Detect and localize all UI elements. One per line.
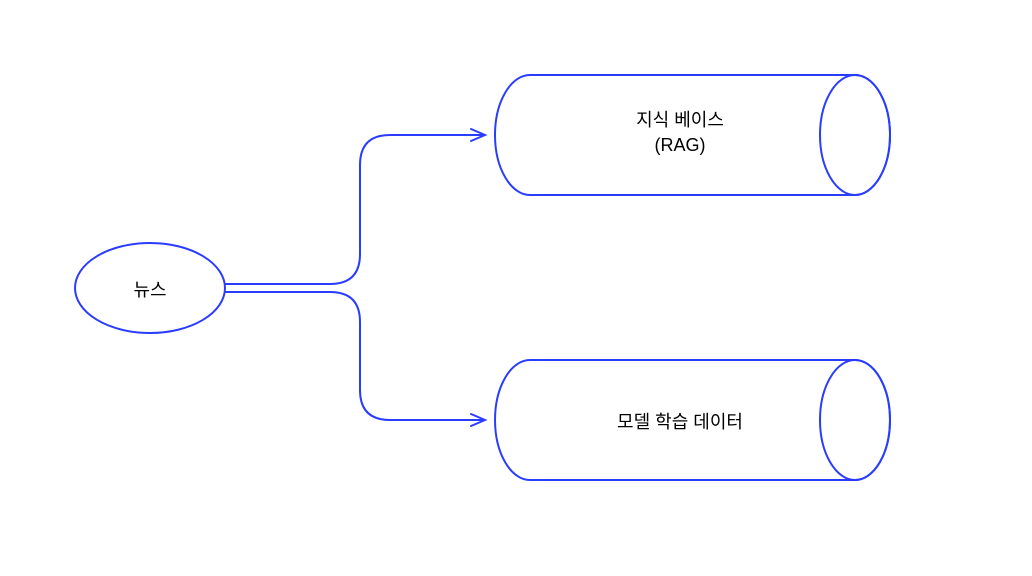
node-label-news: 뉴스: [110, 278, 190, 303]
edge-news-td: [225, 292, 485, 426]
node-label-knowledge-base: 지식 베이스 (RAG): [580, 108, 780, 158]
edge-news-kb: [225, 129, 485, 284]
kb-line1: 지식 베이스: [636, 110, 724, 130]
kb-line2: (RAG): [655, 135, 706, 155]
node-label-training-data: 모델 학습 데이터: [580, 410, 780, 435]
